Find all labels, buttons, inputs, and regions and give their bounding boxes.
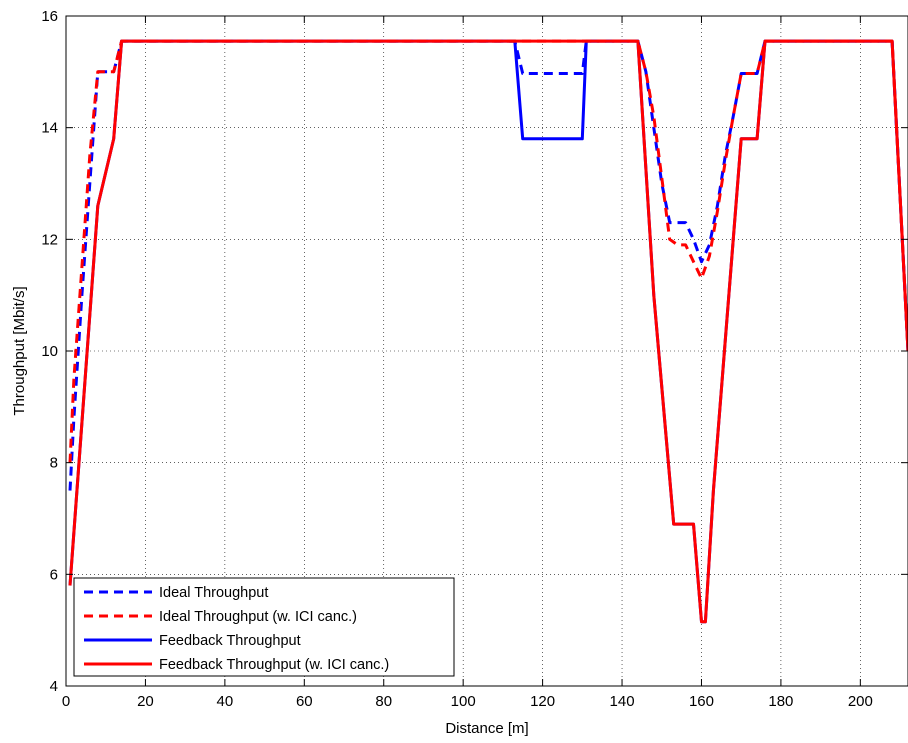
series-line-1 bbox=[68, 39, 908, 463]
ticks: 0 20 40 60 80 100 120 140 160 180 200 4 6 8 10 12 14 16 bbox=[41, 8, 908, 710]
y-axis-label: Throughput [Mbit/s] bbox=[11, 286, 28, 415]
y-tick-label: 16 bbox=[41, 8, 58, 25]
x-tick-label: 200 bbox=[848, 693, 873, 710]
y-tick-label: 4 bbox=[50, 678, 58, 695]
x-tick-label: 140 bbox=[610, 693, 635, 710]
y-tick-label: 8 bbox=[50, 455, 58, 472]
grid bbox=[66, 16, 908, 686]
x-tick-label: 120 bbox=[530, 693, 555, 710]
legend-label-2: Feedback Throughput bbox=[159, 633, 301, 649]
x-tick-label: 100 bbox=[451, 693, 476, 710]
legend-box bbox=[73, 577, 455, 677]
x-tick-label: 40 bbox=[217, 693, 234, 710]
legend: Ideal Throughput Ideal Throughput (w. ICI… bbox=[73, 577, 455, 677]
legend-label-0: Ideal Throughput bbox=[159, 585, 268, 601]
legend-label-3: Feedback Throughput (w. ICI canc.) bbox=[159, 657, 389, 673]
x-tick-label: 160 bbox=[689, 693, 714, 710]
x-tick-label: 20 bbox=[137, 693, 154, 710]
series-line-0 bbox=[68, 39, 908, 491]
x-axis-label: Distance [m] bbox=[445, 720, 528, 737]
y-tick-label: 10 bbox=[41, 343, 58, 360]
y-tick-label: 6 bbox=[50, 566, 58, 583]
y-tick-label: 14 bbox=[41, 120, 58, 137]
x-tick-label: 180 bbox=[768, 693, 793, 710]
y-tick-label: 12 bbox=[41, 231, 58, 248]
series-line-3 bbox=[68, 39, 908, 624]
x-tick-label: 60 bbox=[296, 693, 313, 710]
x-tick-label: 80 bbox=[375, 693, 392, 710]
legend-label-1: Ideal Throughput (w. ICI canc.) bbox=[159, 609, 357, 625]
x-tick-label: 0 bbox=[62, 693, 70, 710]
series-layer bbox=[68, 39, 908, 624]
